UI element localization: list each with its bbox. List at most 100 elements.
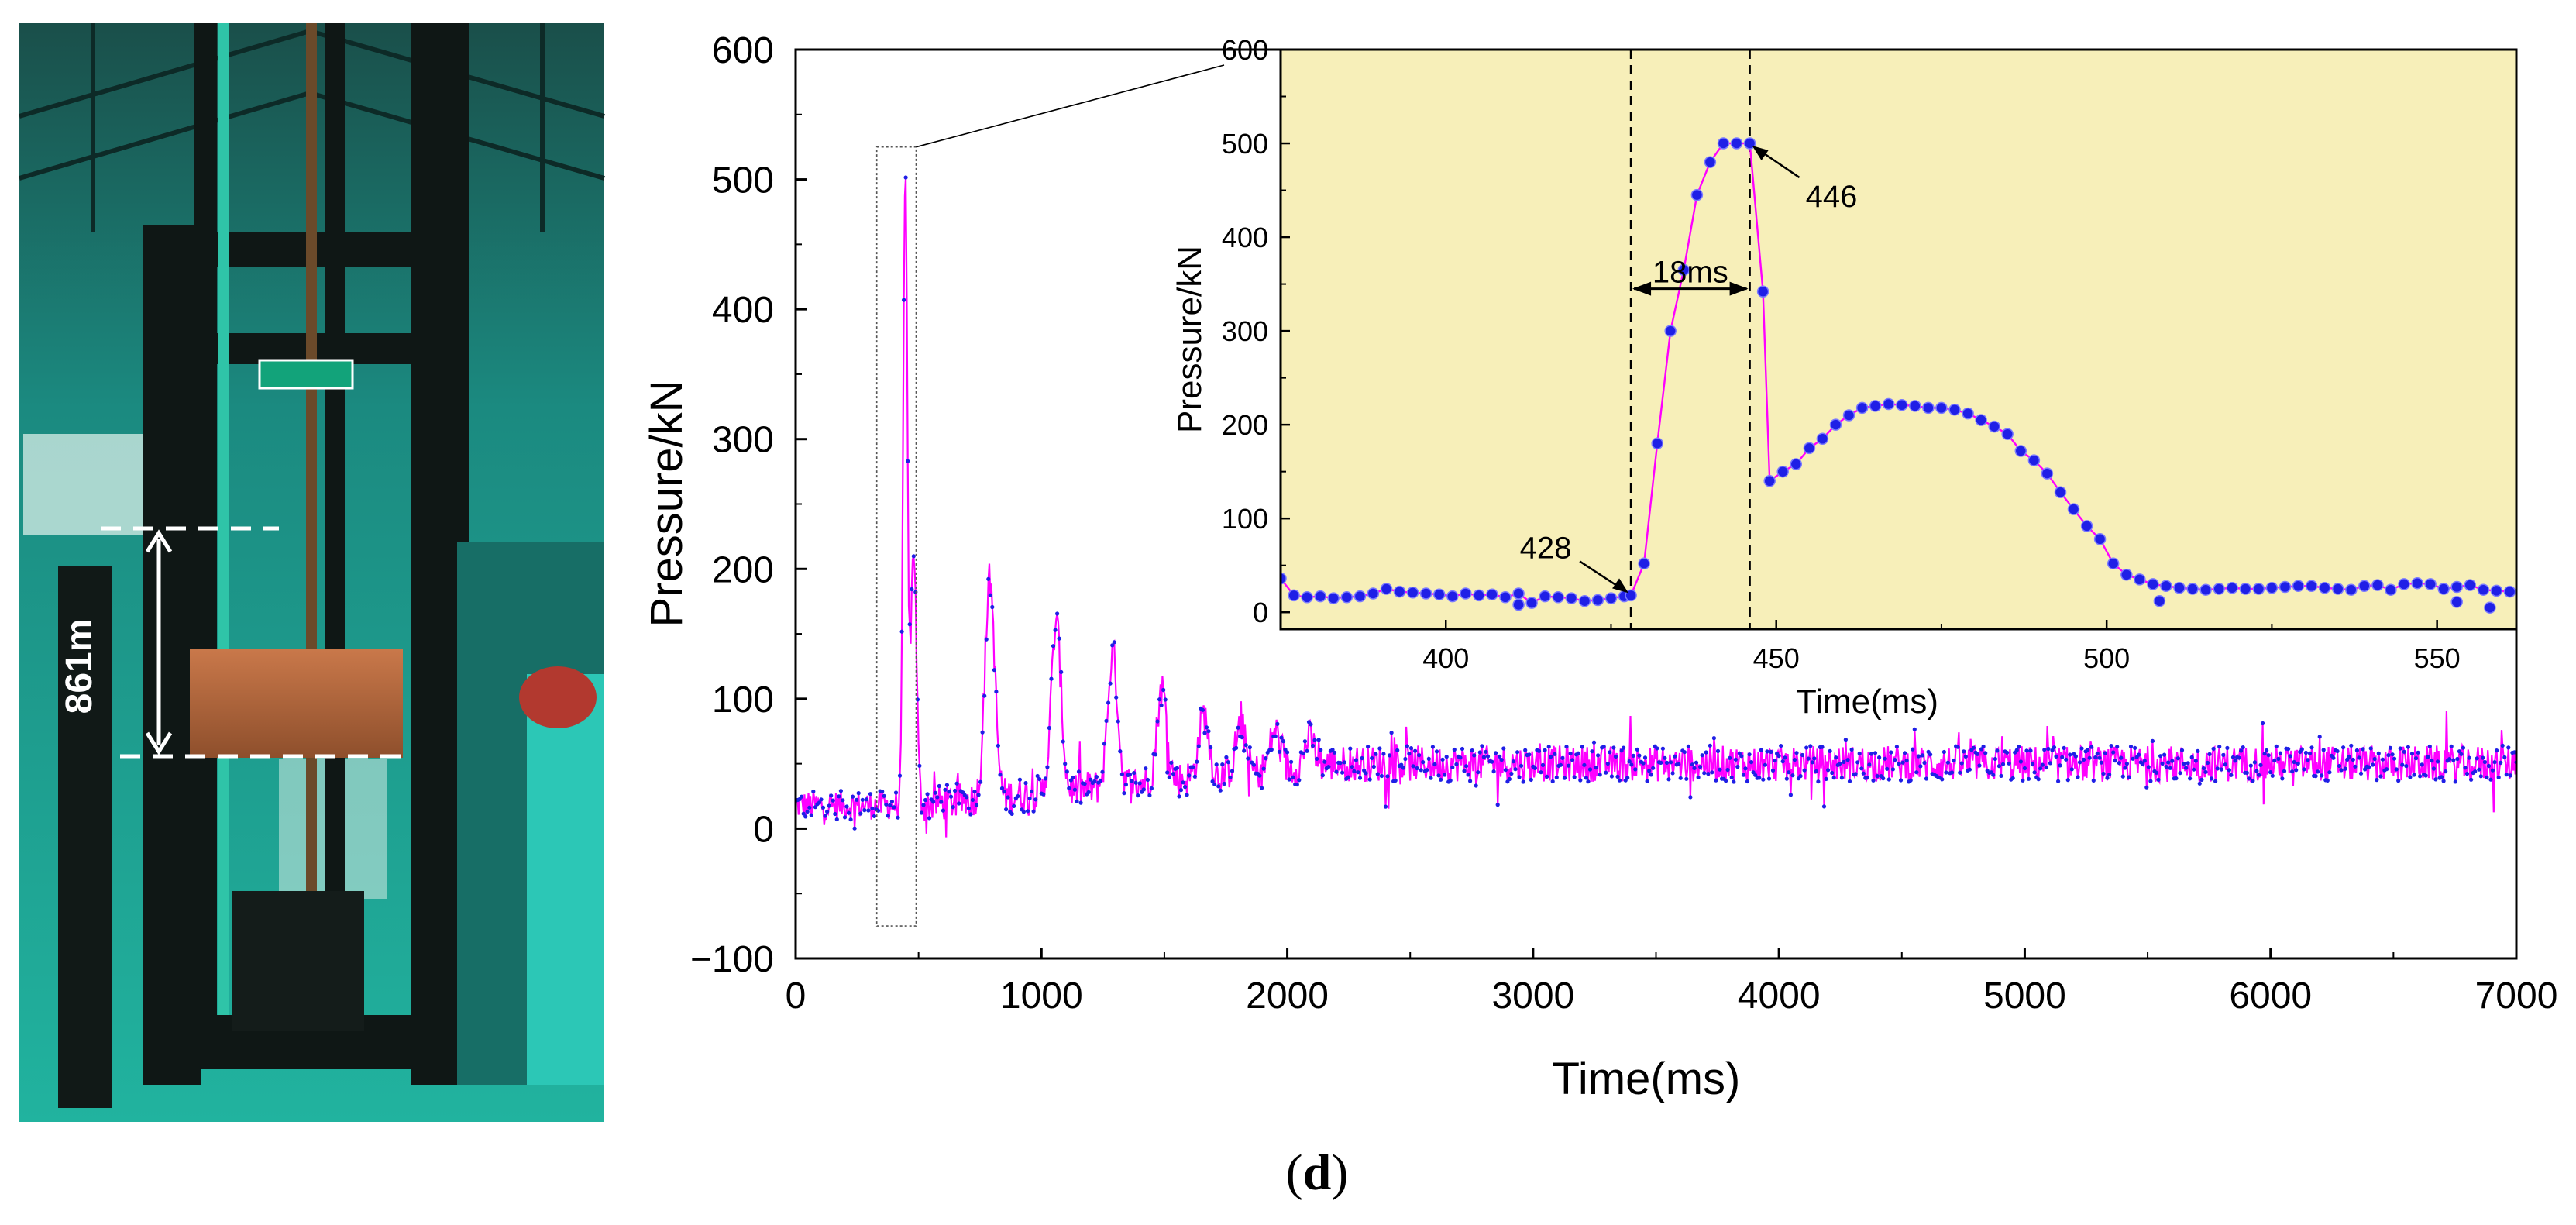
main-data-point [2473, 769, 2478, 774]
main-data-point [1664, 760, 1670, 766]
inset-data-point [1962, 407, 1974, 420]
main-data-point [2380, 757, 2385, 762]
main-data-point [1503, 768, 1508, 773]
main-data-point [911, 554, 916, 559]
main-data-point [1037, 776, 1042, 782]
inset-data-point [1948, 404, 1961, 416]
main-data-point [2500, 743, 2505, 748]
main-data-point [2005, 750, 2010, 755]
main-data-point [1517, 775, 1522, 779]
main-data-point [2372, 756, 2377, 762]
main-data-point [1100, 769, 1105, 774]
main-data-point [2120, 774, 2125, 779]
main-data-point [1558, 762, 1563, 767]
main-data-point [1311, 743, 1316, 748]
main-data-point [1315, 756, 1319, 762]
inset-data-point [2331, 583, 2344, 595]
main-data-point [1147, 793, 1152, 798]
main-data-point [939, 800, 944, 804]
inset-data-point [2477, 583, 2490, 596]
main-data-point [1963, 754, 1968, 759]
main-data-point [1532, 766, 1537, 771]
main-data-point [2499, 760, 2503, 766]
main-data-point [1651, 766, 1656, 770]
main-data-point [1212, 782, 1217, 787]
main-data-point [1545, 774, 1549, 779]
impact-window-box [875, 146, 917, 927]
main-data-point [1202, 731, 1207, 735]
main-data-point [2097, 755, 2102, 760]
main-data-point [2046, 746, 2051, 752]
main-data-point [1619, 748, 1624, 753]
main-data-point [1434, 749, 1439, 754]
inset-data-point [2186, 583, 2199, 595]
inset-data-point [1704, 156, 1717, 168]
main-data-point [1893, 758, 1897, 762]
main-data-point [1871, 778, 1876, 783]
main-data-point [948, 794, 954, 799]
main-data-point [2478, 774, 2483, 779]
inset-data-point [2080, 520, 2093, 532]
main-data-point [1715, 748, 1721, 754]
main-data-point [1649, 773, 1653, 777]
inset-data-point [2385, 583, 2397, 596]
drop-height-label: 861m [59, 619, 100, 714]
main-data-point [1277, 749, 1281, 754]
main-data-point [1385, 774, 1390, 779]
main-data-point [2254, 769, 2259, 773]
inset-data-point [1816, 432, 1829, 446]
main-data-point [884, 802, 889, 807]
inset-data-point [2265, 581, 2279, 594]
inset-data-point [2345, 583, 2358, 596]
main-y-axis-label: Pressure/kN [641, 380, 692, 627]
main-data-point [1642, 755, 1648, 760]
main-data-point [1553, 752, 1557, 756]
inset-data-point [2490, 584, 2503, 597]
main-data-point [1389, 731, 1394, 735]
main-data-point [1869, 752, 1873, 756]
main-data-point [2089, 745, 2094, 749]
inset-data-point [2279, 580, 2292, 594]
caption-letter: d [1303, 1144, 1332, 1201]
main-data-point [2213, 779, 2218, 783]
main-data-point [2495, 748, 2499, 753]
main-data-point [2128, 744, 2134, 749]
main-data-point [2371, 762, 2375, 767]
main-data-point [1587, 767, 1593, 772]
main-data-point [1692, 766, 1697, 771]
main-data-point [990, 604, 995, 610]
inset-data-point [1340, 591, 1353, 604]
inset-data-point [2213, 583, 2225, 595]
main-data-point [2044, 765, 2048, 770]
main-data-point [1704, 750, 1708, 755]
main-data-point [1346, 775, 1350, 779]
main-data-point [2390, 752, 2395, 757]
main-data-point [2219, 767, 2223, 772]
main-data-point [1590, 749, 1594, 754]
main-data-point [1472, 753, 1477, 758]
main-data-point [1747, 752, 1752, 757]
inset-data-point [1565, 592, 1578, 604]
main-data-point [1566, 763, 1571, 768]
zoom-connector-line [916, 64, 1225, 148]
main-data-point [1275, 721, 1280, 727]
main-data-point [2196, 748, 2200, 754]
main-data-point [931, 800, 936, 804]
main-data-point [907, 622, 912, 627]
main-data-point [1178, 788, 1184, 793]
main-data-point [1641, 761, 1646, 766]
main-data-point [1613, 754, 1618, 759]
main-data-point [1279, 735, 1284, 740]
main-data-point [2188, 776, 2193, 781]
main-data-point [2036, 777, 2041, 782]
inset-data-point [2484, 601, 2496, 614]
main-data-point [1145, 777, 1150, 783]
inset-data-point [1288, 589, 1300, 602]
main-data-point [1873, 751, 1878, 755]
inset-data-point [2252, 583, 2265, 595]
main-data-point [833, 811, 837, 817]
main-data-point [968, 812, 973, 817]
main-data-point [1773, 758, 1777, 763]
height-arrow-down [145, 731, 173, 755]
main-data-point [2076, 775, 2080, 779]
